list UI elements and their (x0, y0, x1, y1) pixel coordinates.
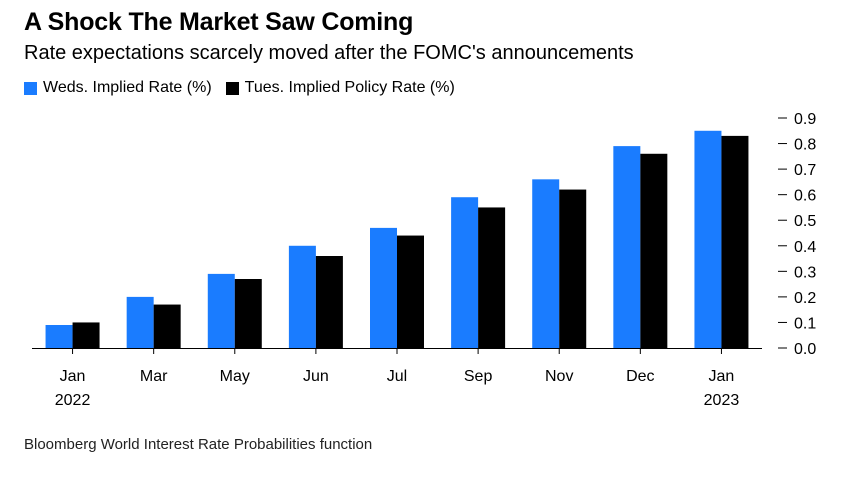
bar-weds-8 (694, 130, 722, 348)
legend-label-tues: Tues. Implied Policy Rate (%) (244, 79, 455, 96)
x-tick-label-2: May (220, 368, 250, 385)
legend-swatch-weds (24, 81, 37, 95)
x-tick-label-3: Jun (303, 368, 329, 385)
bar-tues-8 (721, 135, 749, 348)
bar-tues-6 (559, 189, 587, 348)
y-tick-label-2: 0.2 (794, 290, 816, 307)
x-tick-sublabel-8: 2023 (704, 392, 740, 409)
y-tick-label-7: 0.7 (794, 162, 816, 179)
chart-title: A Shock The Market Saw Coming (24, 8, 414, 36)
x-tick-label-8: Jan (709, 368, 735, 385)
chart-subtitle: Rate expectations scarcely moved after t… (24, 42, 634, 64)
x-tick-label-5: Sep (464, 368, 493, 385)
x-tick-label-1: Mar (140, 368, 168, 385)
bar-weds-3 (288, 245, 316, 348)
bar-weds-5 (451, 197, 479, 348)
bars-group (45, 130, 749, 348)
x-axis-ticks: Jan 2022 Mar May Jun Jul Sep Nov Dec Jan 2023 (55, 348, 740, 409)
legend-item-weds: Weds. Implied Rate (%) (24, 79, 212, 97)
y-tick-label-5: 0.5 (794, 213, 816, 230)
x-tick-label-7: Dec (626, 368, 654, 385)
y-tick-label-9: 0.9 (794, 111, 816, 128)
y-tick-label-8: 0.8 (794, 137, 816, 154)
bar-weds-4 (370, 227, 397, 348)
y-tick-label-6: 0.6 (794, 188, 816, 205)
y-tick-label-3: 0.3 (794, 264, 816, 281)
y-tick-label-1: 0.1 (794, 315, 816, 332)
bar-tues-1 (153, 304, 181, 348)
bar-tues-2 (234, 279, 262, 348)
bar-weds-7 (613, 146, 641, 348)
legend-swatch-tues (225, 81, 239, 95)
legend: Weds. Implied Rate (%) Tues. Implied Pol… (24, 79, 469, 97)
bar-tues-5 (478, 207, 506, 348)
bar-tues-4 (397, 235, 424, 348)
bar-tues-0 (72, 322, 100, 348)
y-axis-ticks: 0.0 0.1 0.2 0.3 0.4 0.5 0.6 0.7 0.8 0.9 (778, 111, 816, 358)
source-note: Bloomberg World Interest Rate Probabilit… (24, 436, 373, 453)
x-tick-sublabel-0: 2022 (55, 392, 91, 409)
legend-item-tues: Tues. Implied Policy Rate (%) (225, 79, 455, 97)
x-tick-label-0: Jan (60, 368, 86, 385)
x-tick-label-4: Jul (387, 368, 407, 385)
bar-tues-7 (640, 153, 668, 348)
bar-tues-3 (315, 256, 343, 348)
bar-weds-0 (45, 325, 73, 348)
bar-weds-1 (126, 296, 154, 348)
legend-label-weds: Weds. Implied Rate (%) (43, 79, 212, 96)
bar-weds-2 (207, 273, 235, 348)
y-tick-label-4: 0.4 (794, 239, 816, 256)
bar-weds-6 (532, 179, 560, 348)
x-tick-label-6: Nov (545, 368, 573, 385)
y-tick-label-0: 0.0 (794, 341, 816, 358)
